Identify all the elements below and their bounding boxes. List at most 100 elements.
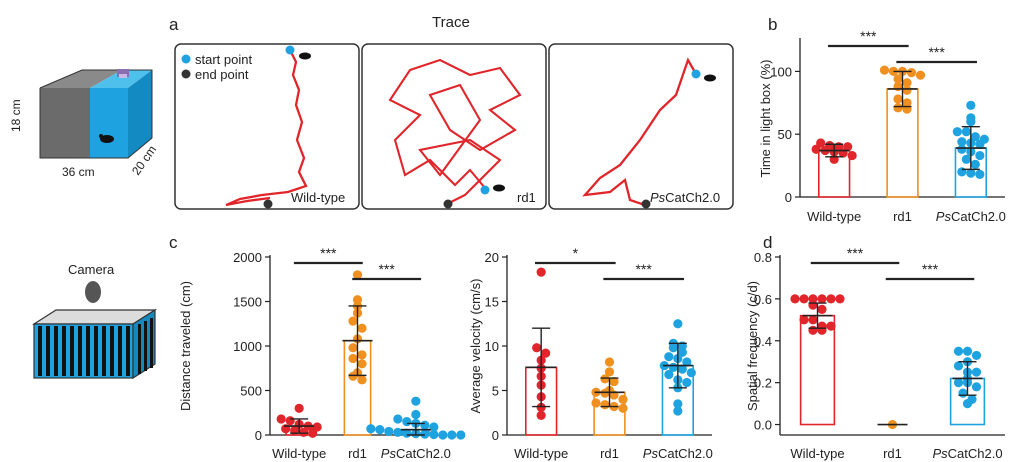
significance-stars: *	[573, 245, 579, 261]
data-point-pscatch	[975, 169, 985, 179]
y-tick-label: 50	[778, 127, 792, 142]
data-point-wild_type	[799, 315, 809, 325]
data-point-pscatch	[971, 350, 982, 361]
data-point-pscatch	[957, 144, 967, 154]
y-tick-label: 0	[785, 190, 792, 205]
data-point-wild_type	[536, 410, 546, 421]
data-point-wild_type	[847, 150, 857, 161]
drum-stripe	[62, 326, 66, 376]
data-point-wild_type	[826, 294, 836, 304]
x-tick-label: PsCatCh2.0	[932, 446, 1002, 461]
significance-stars: ***	[928, 44, 945, 60]
box-height-label: 18 cm	[9, 99, 23, 132]
panel-a-title: Trace	[432, 14, 470, 31]
data-point-pscatch	[366, 424, 376, 434]
data-point-rd1	[357, 323, 367, 333]
data-point-wild_type	[536, 402, 546, 413]
data-point-rd1	[906, 68, 917, 78]
data-point-pscatch	[456, 430, 466, 440]
data-point-pscatch	[953, 346, 964, 356]
data-point-pscatch	[429, 422, 439, 432]
x-tick-label-italic-prefix: Ps	[932, 446, 948, 461]
data-point-wild_type	[299, 427, 309, 437]
bar-wild_type	[799, 314, 836, 426]
data-point-wild_type	[808, 300, 818, 310]
dark-compartment-top	[40, 70, 122, 88]
data-point-rd1	[902, 104, 912, 114]
data-point-rd1	[618, 394, 628, 404]
data-point-wild_type	[532, 343, 542, 353]
significance-stars: ***	[860, 28, 877, 44]
data-point-wild_type	[817, 325, 827, 335]
trace-label-pscatch-prefix: Ps	[650, 190, 666, 205]
x-tick-label: Wild-type	[790, 446, 844, 461]
data-point-pscatch	[447, 430, 457, 440]
x-tick-label: Wild-type	[272, 446, 326, 461]
y-tick-label: 2000	[233, 250, 262, 265]
data-point-pscatch	[966, 168, 976, 178]
data-point-wild_type	[294, 403, 304, 413]
start-point-wild-type	[285, 45, 295, 55]
y-tick-label: 0.0	[754, 418, 772, 433]
x-tick-label-suffix: CatCh2.0	[951, 209, 1006, 224]
data-point-wild_type	[799, 294, 809, 304]
drum-stripe	[110, 326, 114, 376]
y-tick-label: 0.8	[754, 250, 772, 265]
trace-path-wild-type	[225, 49, 308, 207]
panel-a-letter: a	[169, 15, 179, 34]
x-tick-label: Wild-type	[514, 446, 568, 461]
y-axis-label: Time in light box (%)	[758, 60, 773, 178]
mouse-icon-wild-type	[299, 52, 311, 60]
drum-stripe	[150, 318, 153, 368]
data-point-wild_type	[541, 348, 551, 358]
data-point-pscatch	[966, 100, 976, 110]
data-point-pscatch	[384, 426, 394, 437]
trace-box-pscatch	[548, 43, 734, 210]
data-point-wild_type	[808, 325, 818, 335]
data-point-pscatch	[393, 414, 403, 424]
y-tick-label: 0.2	[754, 376, 772, 391]
data-point-pscatch	[971, 382, 982, 392]
trace-label-wild-type: Wild-type	[291, 190, 345, 205]
data-point-rd1	[357, 375, 367, 385]
data-point-rd1	[348, 316, 358, 326]
panel-b-letter: b	[768, 15, 777, 34]
data-point-pscatch	[673, 406, 683, 416]
data-point-rd1	[600, 388, 610, 398]
light-compartment-front	[90, 88, 128, 158]
data-point-pscatch	[682, 357, 692, 367]
data-point-pscatch	[664, 352, 674, 362]
data-point-pscatch	[957, 167, 967, 177]
significance-stars: ***	[847, 245, 864, 261]
data-point-wild_type	[790, 294, 800, 304]
data-point-pscatch	[664, 369, 674, 380]
data-point-wild_type	[817, 294, 827, 304]
data-point-rd1	[348, 353, 358, 364]
y-tick-label: 20	[485, 250, 499, 265]
drum-stripe	[86, 326, 90, 376]
mouse-icon	[100, 135, 114, 143]
data-point-pscatch	[686, 368, 696, 378]
data-point-rd1	[893, 74, 903, 84]
x-tick-label: rd1	[883, 446, 902, 461]
end-point-rd1	[443, 199, 453, 209]
data-point-rd1	[352, 270, 363, 280]
x-tick-label-italic-prefix: Ps	[381, 446, 397, 461]
x-tick-label-italic-prefix: Ps	[643, 446, 659, 461]
box-length-label: 36 cm	[62, 165, 95, 179]
drum-stripe	[54, 326, 58, 376]
data-point-rd1	[604, 367, 615, 377]
data-point-wild_type	[308, 428, 318, 438]
x-tick-label: rd1	[600, 446, 619, 461]
data-point-wild_type	[808, 315, 818, 325]
trace-box-rd1	[361, 43, 547, 210]
panel-a: a Trace start point end point Wild-type …	[169, 14, 734, 210]
trace-label-rd1: rd1	[517, 190, 536, 205]
legend-end-marker	[181, 69, 191, 79]
data-point-wild_type	[817, 304, 827, 314]
y-tick-label: 0	[255, 428, 262, 443]
data-point-wild_type	[826, 321, 836, 331]
legend-start-label: start point	[195, 52, 252, 67]
dark-compartment-front	[40, 88, 90, 158]
drum-stripe	[126, 326, 130, 376]
